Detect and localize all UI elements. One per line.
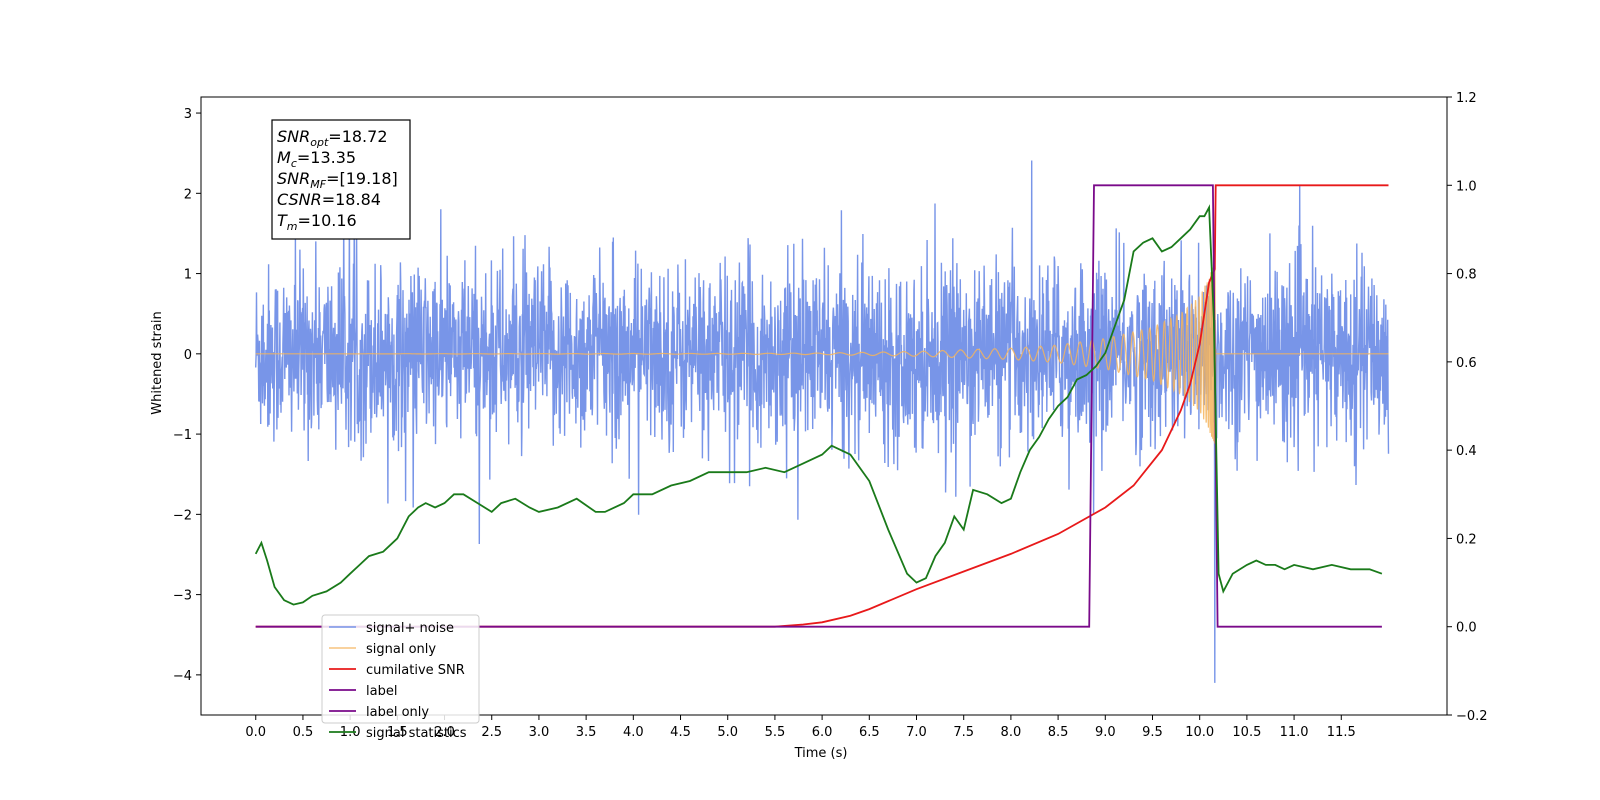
y-tick-label-right: 0.8 — [1456, 268, 1477, 283]
axes-layer: 0.0 0.5 1.0 1.5 2.0 2.5 3.0 3.5 4.0 4.5 5.0 5.5 6.0 6… — [173, 91, 1488, 740]
annotation-frame — [271, 119, 411, 240]
x-tick-label: 9.5 — [1142, 725, 1163, 740]
legend-entry: label — [329, 684, 397, 699]
y-tick-label-right: 0.4 — [1456, 444, 1477, 459]
y-tick-label-left: −2 — [173, 508, 192, 523]
x-tick-label: 7.0 — [906, 725, 927, 740]
y-tick-label-left: −4 — [173, 669, 192, 684]
x-tick-label: 3.0 — [529, 725, 550, 740]
plot-layers — [254, 160, 1390, 683]
x-tick-label: 5.0 — [717, 725, 738, 740]
annotation-box: SNRopt=18.72Mc=13.35SNRMF=[19.18]CSNR=18… — [271, 119, 411, 240]
x-tick-label: 0.5 — [293, 725, 314, 740]
x-tick-label: 2.0 — [434, 725, 455, 740]
plot-frame — [200, 96, 1448, 716]
y-tick-label-left: −3 — [173, 589, 192, 604]
x-tick-label: 11.5 — [1327, 725, 1356, 740]
legend-label: signal only — [366, 642, 436, 657]
legend-entry: signal only — [329, 642, 436, 657]
y-tick-label-right: 0.6 — [1456, 356, 1477, 371]
x-tick-label: 3.5 — [576, 725, 597, 740]
y-tick-label-left: 0 — [184, 348, 192, 363]
y-tick-label-right: 0.2 — [1456, 532, 1477, 547]
series-signal-noise — [255, 160, 1390, 683]
x-tick-label: 8.5 — [1048, 725, 1069, 740]
annotation-line: CSNR=18.84 — [277, 190, 381, 209]
legend-entry: signal statistics — [329, 726, 467, 741]
y-tick-label-left: 3 — [184, 107, 192, 122]
legend: signal+ noise signal only cumilative SNR la… — [321, 614, 480, 741]
series-label — [255, 184, 1382, 628]
annotation-line: Tm=10.16 — [277, 211, 357, 233]
x-tick-label: 10.5 — [1232, 725, 1261, 740]
x-tick-label: 10.0 — [1185, 725, 1214, 740]
legend-frame — [321, 614, 480, 724]
x-tick-label: 6.5 — [859, 725, 880, 740]
legend-label: label — [366, 684, 397, 699]
x-tick-label: 11.0 — [1280, 725, 1309, 740]
x-tick-label: 7.5 — [953, 725, 974, 740]
x-tick-label: 8.0 — [1001, 725, 1022, 740]
legend-label: label only — [366, 705, 429, 720]
x-tick-label: 6.0 — [812, 725, 833, 740]
x-tick-label: 9.0 — [1095, 725, 1116, 740]
annotation-line: Mc=13.35 — [277, 148, 356, 170]
legend-entry: cumilative SNR — [329, 663, 465, 678]
x-tick-label: 4.5 — [670, 725, 691, 740]
legend-entry: signal+ noise — [329, 621, 454, 636]
x-tick-label: 5.5 — [765, 725, 786, 740]
y-tick-label-right: 1.0 — [1456, 179, 1477, 194]
legend-label: signal statistics — [366, 726, 467, 741]
series-cumulative-snr — [255, 184, 1389, 628]
annotation-line: SNRopt=18.72 — [277, 127, 388, 149]
x-tick-label: 0.0 — [245, 725, 266, 740]
x-tick-label: 4.0 — [623, 725, 644, 740]
legend-label: signal+ noise — [366, 621, 454, 636]
legend-entry: label only — [329, 705, 429, 720]
y-tick-label-right: 1.2 — [1456, 91, 1477, 106]
series-signal-only — [255, 264, 1389, 444]
x-tick-label: 2.5 — [481, 725, 502, 740]
y-tick-label-left: 1 — [184, 268, 192, 283]
y-axis-label-left: Whitened strain — [150, 311, 165, 414]
y-tick-label-right: −0.2 — [1456, 709, 1488, 724]
y-tick-label-left: −1 — [173, 428, 192, 443]
x-tick-label: 1.5 — [387, 725, 408, 740]
y-tick-label-right: 0.0 — [1456, 621, 1477, 636]
annotation-line: SNRMF=[19.18] — [277, 169, 398, 191]
series-signal-statistics — [254, 204, 1383, 606]
legend-label: cumilative SNR — [366, 663, 465, 678]
x-axis-label: Time (s) — [794, 746, 848, 761]
y-tick-label-left: 2 — [184, 187, 192, 202]
